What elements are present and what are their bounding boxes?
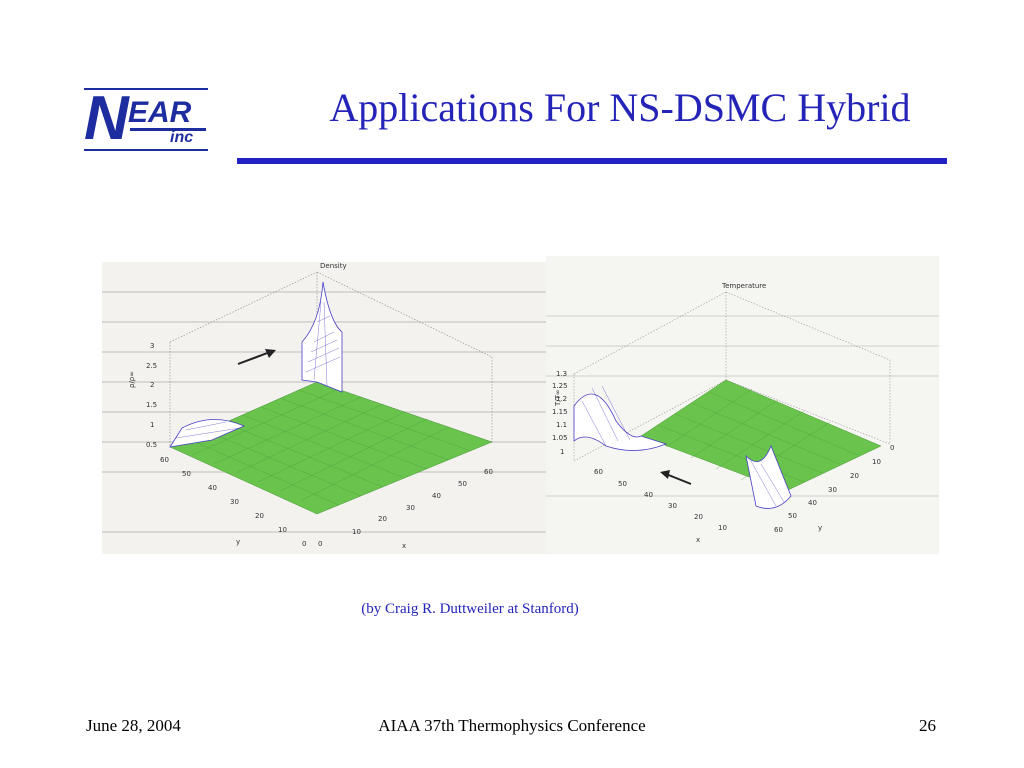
density-ztick-0: 3 bbox=[150, 342, 154, 350]
footer-date: June 28, 2004 bbox=[86, 716, 181, 735]
footer-conference: AIAA 37th Thermophysics Conference bbox=[378, 716, 646, 735]
particle-grid bbox=[581, 385, 785, 507]
temperature-ytick-6: 60 bbox=[774, 526, 783, 534]
logo-rule bbox=[130, 128, 206, 131]
temperature-xlabel: x bbox=[696, 536, 700, 544]
density-ytick-5: 10 bbox=[278, 526, 287, 534]
density-xtick-5: 50 bbox=[458, 480, 467, 488]
temperature-xtick-5: 10 bbox=[718, 524, 727, 532]
density-ztick-2: 2 bbox=[150, 381, 154, 389]
slide-title: Applications For NS-DSMC Hybrid bbox=[329, 85, 911, 130]
density-xtick-0: 0 bbox=[318, 540, 322, 548]
temperature-ztick-4: 1.1 bbox=[556, 421, 567, 429]
density-xtick-6: 60 bbox=[484, 468, 493, 476]
density-ytick-0: 60 bbox=[160, 456, 169, 464]
temperature-ztick-5: 1.05 bbox=[552, 434, 568, 442]
density-ytick-6: 0 bbox=[302, 540, 306, 548]
density-plot-title: Density bbox=[320, 262, 347, 270]
temperature-ztick-3: 1.15 bbox=[552, 408, 568, 416]
temperature-ztick-1: 1.25 bbox=[552, 382, 568, 390]
density-ytick-2: 40 bbox=[208, 484, 217, 492]
temperature-ytick-0: 0 bbox=[890, 444, 894, 452]
density-zlabel: ρ/ρ∞ bbox=[128, 371, 136, 388]
temperature-xtick-4: 20 bbox=[694, 513, 703, 521]
temperature-zlabel: T/T∞ bbox=[554, 389, 562, 407]
temperature-surface-plot: Temperature T/T∞ 1.3 1.25 1.2 1.15 1.1 1… bbox=[546, 282, 939, 544]
temperature-ytick-4: 40 bbox=[808, 499, 817, 507]
footer-page-number: 26 bbox=[919, 716, 936, 735]
temperature-xtick-2: 40 bbox=[644, 491, 653, 499]
density-xtick-2: 20 bbox=[378, 515, 387, 523]
density-ytick-4: 20 bbox=[255, 512, 264, 520]
density-surface-plot: Density ρ/ρ∞ 3 2.5 2 1.5 1 0.5 60 50 40 … bbox=[102, 262, 546, 550]
density-ztick-5: 0.5 bbox=[146, 441, 157, 449]
temperature-plot-title: Temperature bbox=[721, 282, 766, 290]
temperature-ztick-0: 1.3 bbox=[556, 370, 567, 378]
temperature-ylabel: y bbox=[818, 524, 822, 532]
temperature-ytick-3: 30 bbox=[828, 486, 837, 494]
density-ytick-3: 30 bbox=[230, 498, 239, 506]
figure-credit: (by Craig R. Duttweiler at Stanford) bbox=[361, 601, 579, 617]
density-ztick-4: 1 bbox=[150, 421, 154, 429]
logo-top-line bbox=[84, 88, 208, 90]
temperature-ytick-5: 50 bbox=[788, 512, 797, 520]
temperature-xtick-1: 50 bbox=[618, 480, 627, 488]
temperature-xtick-3: 30 bbox=[668, 502, 677, 510]
density-xtick-3: 30 bbox=[406, 504, 415, 512]
logo-inc: inc bbox=[170, 129, 194, 146]
temperature-ztick-6: 1 bbox=[560, 448, 564, 456]
density-ztick-1: 2.5 bbox=[146, 362, 157, 370]
temperature-xtick-0: 60 bbox=[594, 468, 603, 476]
scanned-text-bg bbox=[546, 315, 939, 497]
logo-bottom-line bbox=[84, 149, 208, 151]
density-xtick-1: 10 bbox=[352, 528, 361, 536]
temperature-figure: Temperature T/T∞ 1.3 1.25 1.2 1.15 1.1 1… bbox=[546, 256, 939, 554]
flow-arrow bbox=[237, 349, 276, 365]
temperature-ztick-2: 1.2 bbox=[556, 395, 567, 403]
particle-region-upstream bbox=[573, 393, 668, 451]
particle-grid bbox=[175, 301, 341, 439]
near-logo: N EAR inc bbox=[84, 88, 210, 154]
density-xtick-4: 40 bbox=[432, 492, 441, 500]
flow-arrow bbox=[660, 470, 692, 485]
continuum-region bbox=[169, 381, 493, 515]
logo-letter-n: N bbox=[84, 84, 129, 153]
density-ylabel: y bbox=[236, 538, 240, 546]
density-ztick-3: 1.5 bbox=[146, 401, 157, 409]
particle-region-shock bbox=[745, 444, 792, 509]
title-underline bbox=[237, 158, 947, 164]
particle-region-peak bbox=[301, 281, 343, 393]
logo-letters-ear: EAR bbox=[128, 96, 192, 129]
continuum-region bbox=[640, 379, 882, 492]
density-figure: Density ρ/ρ∞ 3 2.5 2 1.5 1 0.5 60 50 40 … bbox=[102, 262, 546, 554]
continuum-grid bbox=[187, 388, 472, 506]
temperature-ytick-2: 20 bbox=[850, 472, 859, 480]
density-xlabel: x bbox=[402, 542, 406, 550]
temperature-ytick-1: 10 bbox=[872, 458, 881, 466]
density-ytick-1: 50 bbox=[182, 470, 191, 478]
